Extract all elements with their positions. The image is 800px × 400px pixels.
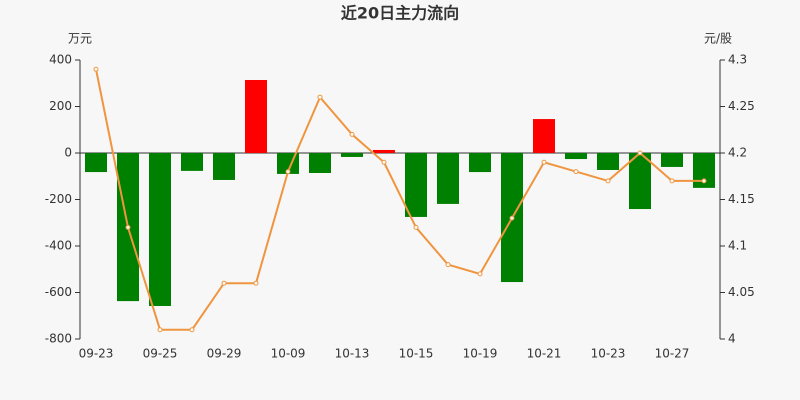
bar xyxy=(629,153,651,210)
price-point xyxy=(701,178,707,184)
price-point xyxy=(189,327,195,333)
bar xyxy=(341,153,363,157)
x-tick-label: 09-29 xyxy=(207,347,242,361)
price-point xyxy=(381,159,387,165)
y-axis-label: 万元 xyxy=(68,32,92,46)
x-tick-label: 10-15 xyxy=(399,347,434,361)
bar xyxy=(565,153,587,160)
bar xyxy=(661,153,683,167)
y-tick-label: -400 xyxy=(45,239,72,253)
y2-tick-label: 4.2 xyxy=(728,146,747,160)
y-tick-label: -200 xyxy=(45,192,72,206)
price-point xyxy=(509,215,515,221)
y-tick-label: 200 xyxy=(49,99,72,113)
bar xyxy=(213,153,235,180)
price-point xyxy=(125,224,131,230)
bar xyxy=(437,153,459,204)
y2-tick-label: 4.3 xyxy=(728,53,747,67)
price-point xyxy=(157,327,163,333)
y-tick-label: -800 xyxy=(45,332,72,346)
bar xyxy=(597,153,619,170)
price-point xyxy=(445,262,451,268)
bar xyxy=(181,153,203,171)
price-point xyxy=(573,169,579,175)
price-point xyxy=(221,280,227,286)
y2-tick-label: 4.05 xyxy=(728,285,755,299)
y2-tick-label: 4 xyxy=(728,332,736,346)
y-tick-label: 400 xyxy=(49,53,72,67)
bar xyxy=(693,153,715,188)
bar xyxy=(373,149,395,153)
price-point xyxy=(349,131,355,137)
price-point xyxy=(541,159,547,165)
price-point xyxy=(253,280,259,286)
price-point xyxy=(477,271,483,277)
bar xyxy=(85,153,107,173)
chart-title: 近20日主力流向 xyxy=(341,4,459,23)
price-point xyxy=(605,178,611,184)
price-point xyxy=(669,178,675,184)
x-tick-label: 10-21 xyxy=(527,347,562,361)
x-tick-label: 10-27 xyxy=(655,347,690,361)
x-tick-label: 10-13 xyxy=(335,347,370,361)
x-tick-label: 09-25 xyxy=(143,347,178,361)
x-tick-label: 10-19 xyxy=(463,347,498,361)
price-point xyxy=(413,224,419,230)
y-tick-label: -600 xyxy=(45,285,72,299)
price-point xyxy=(317,94,323,100)
price-point xyxy=(285,169,291,175)
x-tick-label: 10-09 xyxy=(271,347,306,361)
price-line xyxy=(95,69,704,331)
price-point xyxy=(637,150,643,156)
x-tick-label: 10-23 xyxy=(591,347,626,361)
bar xyxy=(469,153,491,173)
bar xyxy=(245,79,267,153)
bar xyxy=(405,153,427,217)
x-tick-label: 09-23 xyxy=(79,347,114,361)
y-tick-label: 0 xyxy=(64,146,72,160)
bar xyxy=(149,153,171,306)
y2-tick-label: 4.25 xyxy=(728,99,755,113)
bar xyxy=(309,153,331,173)
y2-axis-label: 元/股 xyxy=(704,32,732,46)
y2-tick-label: 4.1 xyxy=(728,239,747,253)
y2-tick-label: 4.15 xyxy=(728,192,755,206)
price-point xyxy=(93,66,99,72)
bar xyxy=(533,119,555,153)
